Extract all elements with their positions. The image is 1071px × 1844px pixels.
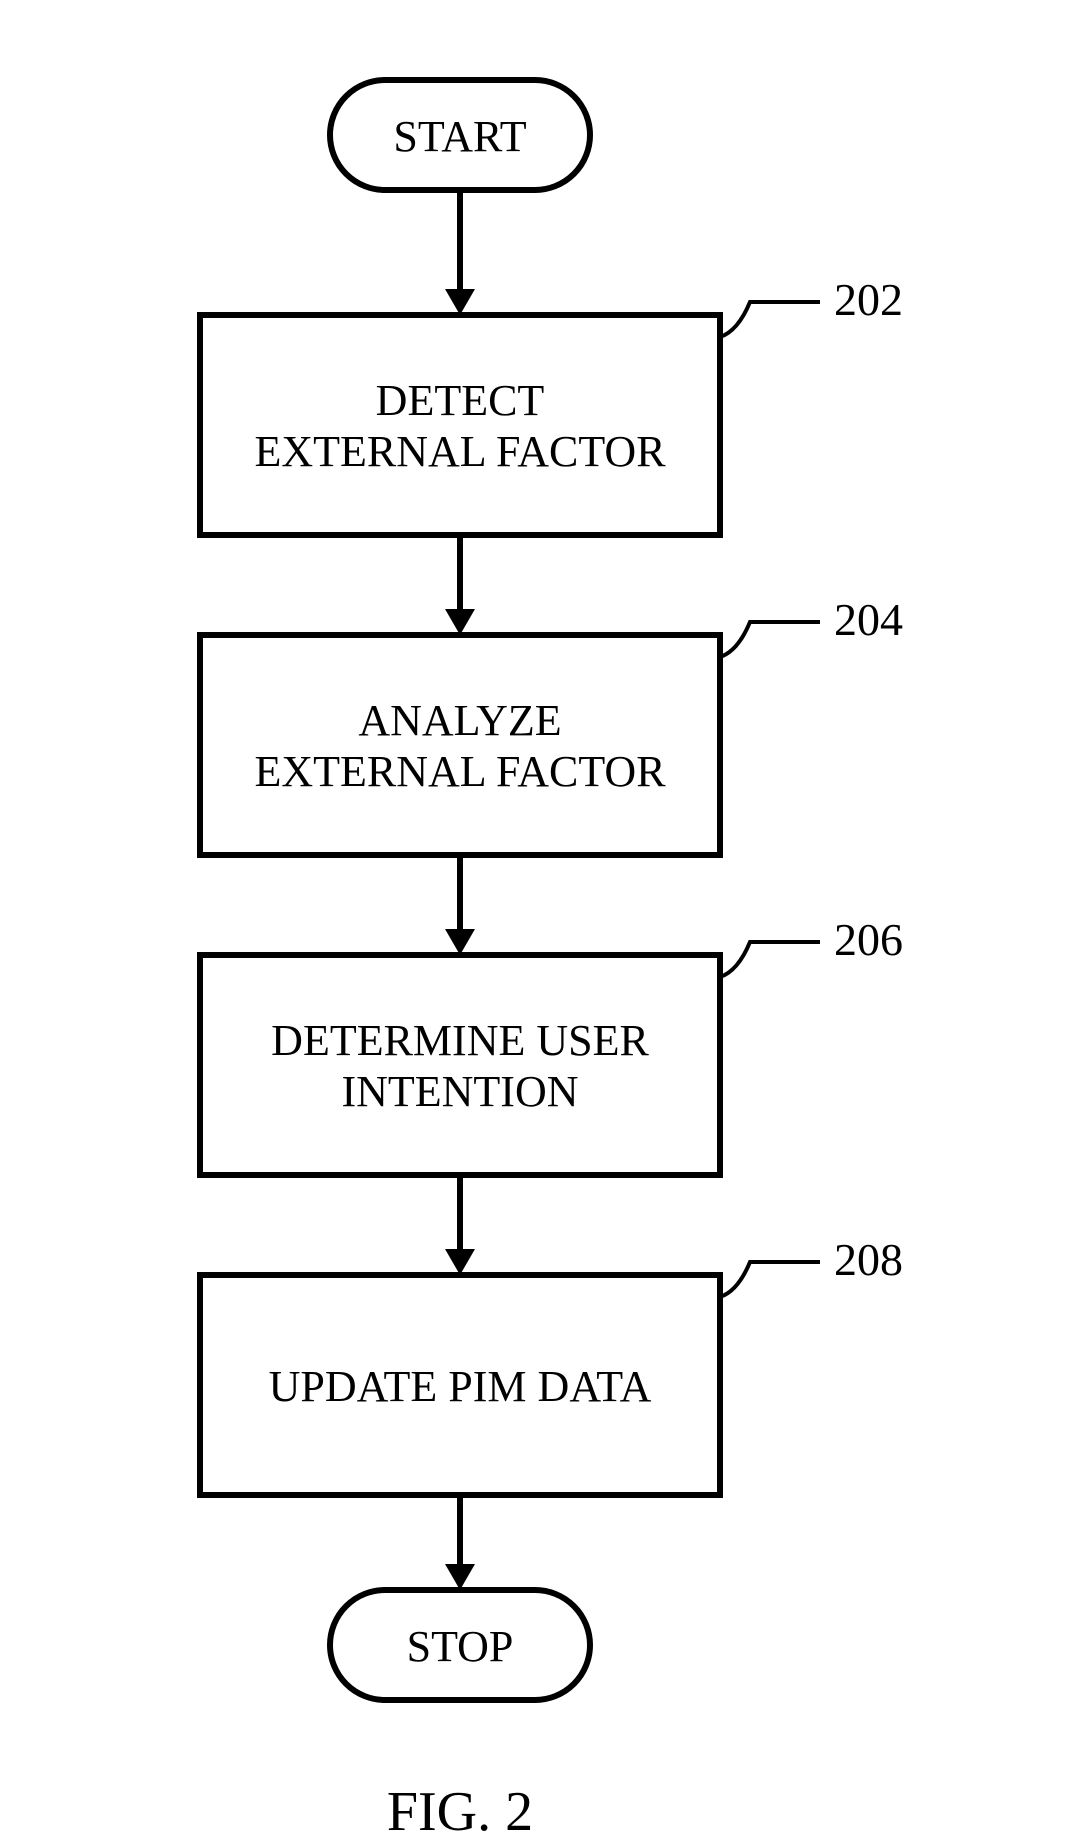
node-label-n208: UPDATE PIM DATA xyxy=(200,1362,720,1413)
arrowhead-n204-n206 xyxy=(445,929,475,955)
ref-label-202: 202 xyxy=(834,273,903,326)
arrowhead-n202-n204 xyxy=(445,609,475,635)
figure-caption: FIG. 2 xyxy=(260,1780,660,1844)
arrowhead-n208-stop xyxy=(445,1564,475,1590)
ref-label-206: 206 xyxy=(834,913,903,966)
flowchart-svg xyxy=(0,0,1071,1842)
ref-label-208: 208 xyxy=(834,1233,903,1286)
ref-leader-208 xyxy=(720,1262,820,1297)
arrowhead-start-n202 xyxy=(445,289,475,315)
node-label-n206: DETERMINE USER INTENTION xyxy=(200,1016,720,1117)
node-label-n202: DETECT EXTERNAL FACTOR xyxy=(200,376,720,477)
node-label-n204: ANALYZE EXTERNAL FACTOR xyxy=(200,696,720,797)
node-label-start: START xyxy=(330,112,590,163)
arrowhead-n206-n208 xyxy=(445,1249,475,1275)
node-label-stop: STOP xyxy=(330,1622,590,1673)
ref-leader-202 xyxy=(720,302,820,337)
ref-leader-206 xyxy=(720,942,820,977)
ref-leader-204 xyxy=(720,622,820,657)
ref-label-204: 204 xyxy=(834,593,903,646)
